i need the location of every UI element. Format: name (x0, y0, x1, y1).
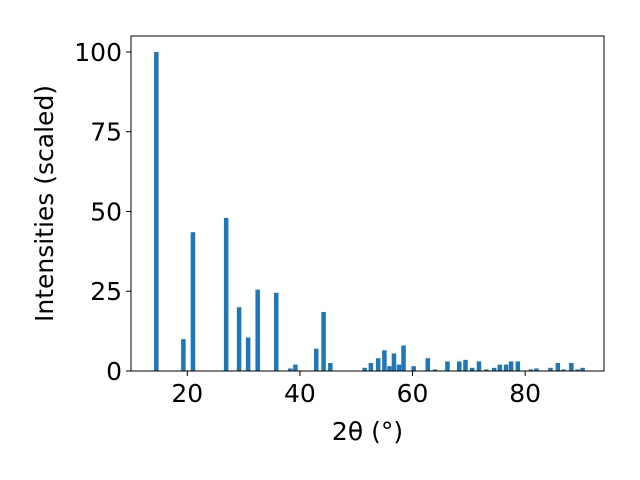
bar (401, 345, 406, 371)
bar (561, 369, 566, 371)
bar (580, 367, 585, 371)
y-tick-label: 75 (90, 118, 122, 147)
bar (569, 363, 574, 371)
bar (457, 361, 462, 371)
bar (555, 363, 561, 371)
bar (236, 307, 242, 371)
bar (396, 364, 402, 371)
y-axis: 0 25 50 75 100 (74, 38, 131, 386)
bar (255, 289, 260, 371)
y-tick-label: 25 (90, 277, 122, 306)
x-tick-label: 60 (397, 379, 429, 408)
bar (274, 292, 279, 371)
bar (154, 51, 159, 371)
bar (528, 369, 534, 371)
bar (476, 361, 482, 371)
bar (375, 358, 381, 371)
y-tick-label: 0 (106, 357, 122, 386)
bar (293, 364, 298, 371)
bar (382, 350, 387, 371)
y-tick-label: 100 (74, 38, 122, 67)
bar-series (154, 51, 585, 371)
bar (245, 337, 251, 371)
bar (534, 368, 539, 371)
bar (425, 358, 431, 371)
x-tick-label: 20 (171, 379, 203, 408)
bar (503, 364, 509, 371)
x-tick-label: 40 (284, 379, 316, 408)
bar (321, 311, 326, 371)
bar (362, 367, 367, 371)
bar (491, 367, 497, 371)
bar (508, 361, 514, 371)
bar (463, 359, 468, 371)
bar (368, 363, 374, 371)
bar (411, 366, 416, 371)
bar (515, 361, 521, 371)
bar (432, 369, 438, 371)
plot-frame (130, 35, 605, 372)
bar (575, 369, 580, 371)
bar (181, 339, 186, 371)
bar (445, 361, 450, 371)
bar (497, 364, 503, 371)
x-axis: 20 40 60 80 (171, 371, 541, 408)
y-tick-label: 50 (90, 197, 122, 226)
bar (328, 363, 333, 371)
x-tick-label: 80 (509, 379, 541, 408)
bar (469, 367, 475, 371)
bar (548, 367, 553, 371)
bar (314, 348, 319, 371)
bar (190, 232, 196, 371)
x-axis-label: 2θ (°) (332, 417, 403, 446)
bar (288, 368, 293, 371)
bar (387, 366, 392, 371)
bar (391, 353, 397, 371)
bar (223, 217, 229, 371)
bar (484, 369, 489, 371)
y-axis-label: Intensities (scaled) (30, 85, 59, 322)
